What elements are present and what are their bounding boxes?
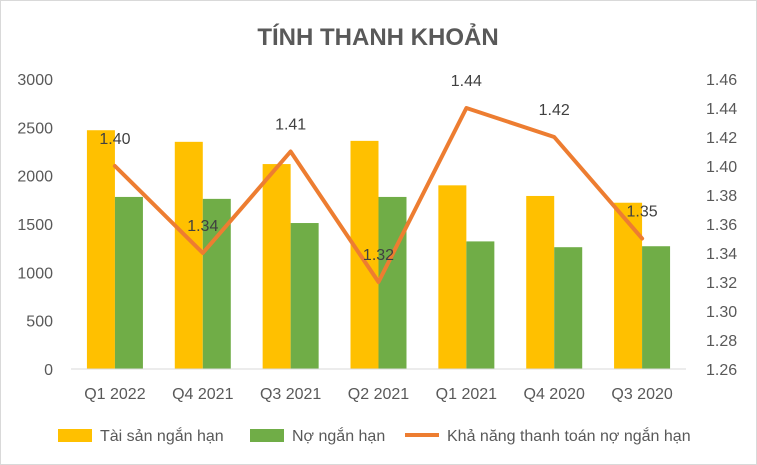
data-label-6: 1.35: [627, 204, 658, 221]
right-tick-label-0: 1.26: [706, 362, 737, 379]
bar-current-liabilities-6: [642, 246, 671, 369]
category-label-1: Q4 2021: [172, 386, 233, 403]
legend-current-liabilities-label: Nợ ngắn hạn: [292, 426, 385, 445]
bar-current-assets-4: [438, 185, 467, 369]
bar-current-liabilities-4: [466, 241, 495, 369]
bar-current-assets-3: [350, 140, 379, 369]
category-label-0: Q1 2022: [84, 386, 145, 403]
right-tick-label-9: 1.44: [706, 101, 737, 118]
left-tick-label-5: 2500: [17, 120, 53, 137]
data-label-2: 1.41: [275, 117, 306, 134]
left-tick-label-4: 2000: [17, 169, 53, 186]
category-label-5: Q4 2020: [524, 386, 585, 403]
bar-current-assets-5: [526, 195, 555, 369]
left-tick-label-2: 1000: [17, 265, 53, 282]
line-liquidity-ratio: [112, 106, 645, 284]
right-tick-label-8: 1.42: [706, 130, 737, 147]
legend: Tài sản ngắn hạn Nợ ngắn hạn Khả năng than…: [58, 426, 691, 445]
left-tick-label-3: 1500: [17, 217, 53, 234]
right-tick-label-3: 1.32: [706, 275, 737, 292]
line-layer: [112, 106, 645, 284]
category-label-6: Q3 2020: [611, 386, 672, 403]
right-tick-label-6: 1.38: [706, 188, 737, 205]
bar-current-assets-1: [174, 141, 203, 369]
category-labels: Q1 2022 Q4 2021 Q3 2021 Q2 2021 Q1 2021 Q4 20…: [84, 386, 673, 403]
data-label-3: 1.32: [363, 247, 394, 264]
data-label-1: 1.34: [187, 218, 218, 235]
bar-current-assets-2: [262, 164, 291, 369]
right-tick-label-10: 1.46: [706, 72, 737, 89]
data-label-4: 1.44: [451, 73, 482, 90]
data-labels: 1.40 1.34 1.41 1.32 1.44 1.42 1.35: [99, 73, 657, 264]
left-tick-label-0: 0: [44, 362, 53, 379]
right-axis-ticks: 1.26 1.28 1.30 1.32 1.34 1.36 1.38 1.40 1.42 1.44…: [706, 72, 737, 379]
legend-current-liabilities-swatch: [250, 429, 284, 442]
category-label-2: Q3 2021: [260, 386, 321, 403]
bar-current-liabilities-3: [378, 196, 407, 369]
bar-current-liabilities-0: [114, 196, 143, 369]
left-tick-label-6: 3000: [17, 72, 53, 89]
right-tick-label-1: 1.28: [706, 333, 737, 350]
legend-current-assets-swatch: [58, 429, 92, 442]
data-label-0: 1.40: [99, 131, 130, 148]
bar-current-assets-6: [614, 202, 643, 369]
left-axis-ticks: 0 500 1000 1500 2000 2500 3000: [17, 72, 53, 379]
right-tick-label-5: 1.36: [706, 217, 737, 234]
left-tick-label-1: 500: [26, 314, 53, 331]
chart-title: TÍNH THANH KHOẢN: [257, 22, 498, 51]
bar-current-liabilities-2: [290, 223, 319, 369]
bar-current-assets-0: [86, 130, 115, 369]
bar-current-liabilities-5: [554, 247, 583, 369]
right-tick-label-2: 1.30: [706, 304, 737, 321]
right-tick-label-4: 1.34: [706, 246, 737, 263]
category-label-4: Q1 2021: [436, 386, 497, 403]
data-label-5: 1.42: [539, 102, 570, 119]
legend-current-assets-label: Tài sản ngắn hạn: [100, 426, 224, 445]
legend-liquidity-ratio-label: Khả năng thanh toán nợ ngắn hạn: [447, 426, 691, 445]
right-tick-label-7: 1.40: [706, 159, 737, 176]
category-label-3: Q2 2021: [348, 386, 409, 403]
